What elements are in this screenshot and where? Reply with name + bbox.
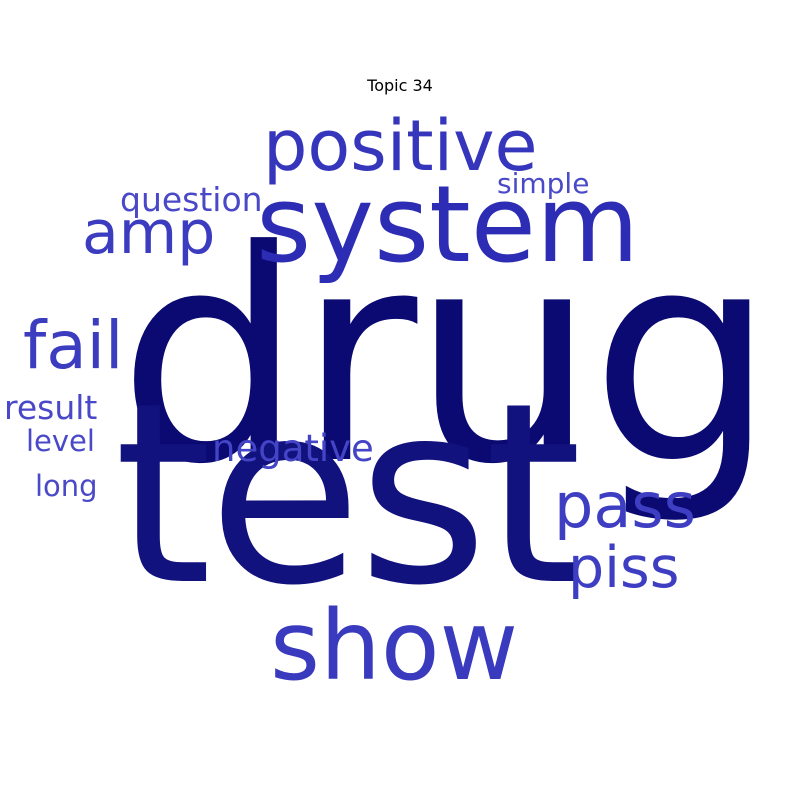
word-piss: piss [568,535,680,601]
word-question: question [120,180,263,219]
word-test: test [114,349,582,640]
chart-title: Topic 34 [367,76,433,95]
word-pass: pass [554,469,696,542]
word-amp: amp [82,198,216,268]
word-show: show [270,590,519,702]
word-negative: negative [212,427,374,470]
word-level: level [26,424,95,458]
word-system: system [256,163,640,286]
word-result: result [4,388,98,427]
word-long: long [35,469,98,503]
word-positive: positive [263,105,538,187]
word-drug: drug [118,188,776,528]
word-simple: simple [497,167,590,200]
word-fail: fail [23,307,124,384]
